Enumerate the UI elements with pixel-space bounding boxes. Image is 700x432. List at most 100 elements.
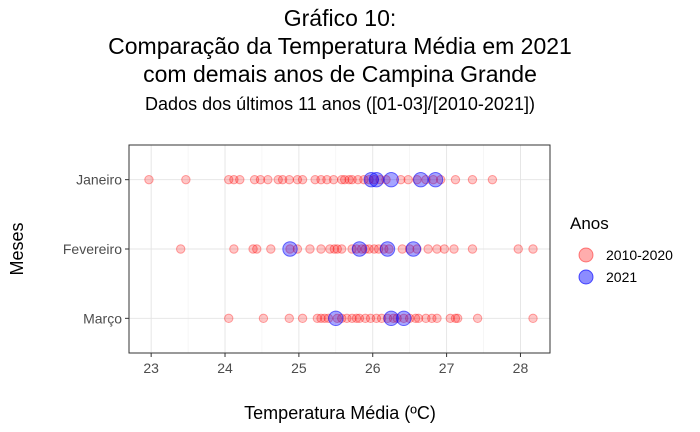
point-2010-2020-janeiro [297, 174, 308, 185]
point-2010-2020-fevereiro [329, 244, 340, 254]
point-2010-2020-marco [297, 313, 308, 324]
point-2010-2020-janeiro [322, 174, 332, 185]
point-2010-2020-fevereiro [412, 244, 422, 254]
point-2010-2020-janeiro [292, 174, 303, 185]
point-2010-2020-marco [388, 313, 399, 324]
axis-ticks: 23 24 25 26 27 28 Janeiro Fevereiro Março [63, 172, 529, 376]
x-tick-label: 24 [217, 360, 233, 376]
point-2010-2020-fevereiro [332, 244, 342, 254]
point-2010-2020-marco [452, 313, 463, 324]
point-2010-2020-fevereiro [439, 244, 450, 254]
point-2010-2020-janeiro [284, 174, 294, 185]
point-2010-2020-marco [376, 313, 387, 324]
point-2021-janeiro [413, 171, 429, 188]
point-2010-2020-fevereiro [285, 244, 295, 254]
point-2010-2020-janeiro [249, 174, 260, 185]
point-2010-2020-marco [432, 313, 442, 324]
point-2010-2020-marco [450, 313, 461, 324]
point-2010-2020-janeiro [235, 174, 245, 185]
x-tick-label: 23 [143, 360, 159, 376]
point-2010-2020-marco [445, 313, 455, 324]
y-tick-label-marco: Março [83, 310, 122, 326]
point-2010-2020-janeiro [344, 174, 354, 185]
point-2010-2020-marco [371, 313, 382, 324]
legend-label-2010-2020: 2010-2020 [606, 247, 673, 263]
point-2010-2020-janeiro [428, 174, 439, 185]
point-2010-2020-janeiro [396, 174, 406, 185]
point-2010-2020-marco [421, 313, 431, 324]
point-2010-2020-fevereiro [176, 244, 186, 254]
point-2010-2020-fevereiro [337, 244, 347, 254]
point-2010-2020-fevereiro [325, 244, 335, 254]
point-2010-2020-fevereiro [384, 244, 394, 254]
point-2010-2020-fevereiro [266, 244, 276, 254]
point-2010-2020-fevereiro [513, 244, 523, 254]
point-2010-2020-janeiro [316, 174, 326, 185]
point-2010-2020-janeiro [339, 174, 350, 185]
point-2010-2020-marco [316, 313, 326, 324]
point-2010-2020-marco [258, 313, 269, 324]
point-2010-2020-janeiro [487, 174, 498, 185]
point-2010-2020-janeiro [450, 174, 461, 185]
point-2010-2020-janeiro [403, 174, 413, 185]
point-2021-fevereiro [282, 241, 298, 257]
point-2010-2020-fevereiro [364, 244, 374, 254]
point-2021-janeiro [368, 171, 385, 188]
point-2010-2020-janeiro [328, 174, 339, 185]
legend-swatch-2021 [578, 269, 594, 285]
point-2010-2020-marco [360, 313, 371, 324]
point-2010-2020-fevereiro [449, 244, 459, 254]
point-2010-2020-janeiro [181, 174, 191, 185]
point-2010-2020-marco [347, 313, 357, 324]
point-2010-2020-janeiro [273, 174, 283, 185]
legend-title: Anos [570, 214, 609, 233]
point-2010-2020-marco [312, 313, 323, 324]
point-2010-2020-janeiro [310, 174, 320, 185]
point-2010-2020-marco [413, 313, 424, 324]
point-2010-2020-marco [382, 313, 393, 324]
y-tick-label-janeiro: Janeiro [76, 172, 122, 188]
point-2021-janeiro [363, 171, 379, 188]
point-2021-marco [328, 310, 344, 327]
point-2010-2020-fevereiro [423, 244, 433, 254]
x-tick-label: 27 [439, 360, 455, 376]
x-tick-label: 28 [513, 360, 529, 376]
point-2021-janeiro [427, 171, 444, 188]
point-2021-fevereiro [379, 241, 396, 257]
point-2021-janeiro [383, 171, 399, 188]
point-2010-2020-fevereiro [528, 244, 538, 254]
point-2010-2020-marco [284, 313, 294, 324]
point-2010-2020-marco [528, 313, 538, 324]
point-2010-2020-fevereiro [432, 244, 442, 254]
point-2010-2020-marco [365, 313, 376, 324]
data-points [144, 171, 538, 327]
y-tick-label-fevereiro: Fevereiro [63, 241, 122, 257]
x-tick-label: 26 [365, 360, 381, 376]
point-2010-2020-janeiro [337, 174, 347, 185]
point-2010-2020-janeiro [277, 174, 288, 185]
grid-lines [129, 145, 550, 353]
point-2010-2020-janeiro [347, 174, 357, 185]
chart-title-line-3: com demais anos de Campina Grande [143, 61, 537, 87]
point-2010-2020-fevereiro [404, 244, 415, 254]
point-2010-2020-fevereiro [316, 244, 326, 254]
point-2010-2020-janeiro [353, 174, 363, 185]
legend-label-2021: 2021 [606, 269, 637, 285]
point-2010-2020-fevereiro [379, 244, 389, 254]
chart-title-line-2: Comparação da Temperatura Média em 2021 [108, 33, 572, 59]
point-2021-fevereiro [405, 241, 422, 257]
point-2010-2020-marco [427, 313, 437, 324]
point-2010-2020-janeiro [255, 174, 266, 185]
series-2021 [282, 171, 444, 327]
point-2021-marco [396, 310, 412, 327]
point-2010-2020-fevereiro [229, 244, 239, 254]
point-2010-2020-fevereiro [248, 244, 258, 254]
point-2010-2020-fevereiro [305, 244, 315, 254]
x-axis-title: Temperatura Média (ºC) [244, 403, 436, 423]
point-2010-2020-marco [351, 313, 362, 324]
point-2010-2020-marco [399, 313, 409, 324]
x-tick-label: 25 [291, 360, 307, 376]
point-2010-2020-marco [224, 313, 234, 324]
y-axis-title: Meses [7, 222, 27, 275]
